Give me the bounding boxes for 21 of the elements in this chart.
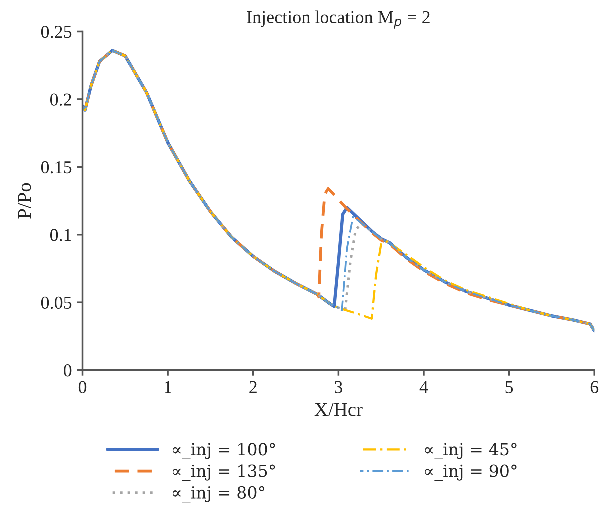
x-axis-title: X/Hcr [314, 403, 363, 416]
y-tick-label: 0.15 [41, 161, 72, 174]
x-tick-label: 4 [420, 381, 428, 394]
x-tick-label: 3 [335, 381, 342, 394]
y-axis-title: P/Po [18, 183, 32, 219]
legend-label: ∝_inj = 45° [425, 443, 517, 460]
y-tick-label: 0.05 [41, 296, 72, 310]
x-tick-label: 6 [590, 381, 599, 394]
legend-label: ∝_inj = 100° [172, 443, 276, 460]
y-tick-label: 0.25 [41, 26, 72, 38]
x-tick-label: 5 [506, 381, 514, 394]
x-tick-label: 2 [250, 381, 257, 394]
y-tick-label: 0.2 [50, 94, 72, 106]
x-tick-label: 1 [165, 381, 172, 394]
y-tick-label: 0.1 [50, 229, 72, 242]
legend-label: ∝_inj = 90° [425, 464, 517, 482]
x-tick-label: 0 [78, 381, 87, 394]
y-tick-label: 0 [64, 364, 72, 377]
legend-label: ∝_inj = 80° [172, 486, 265, 503]
chart-title: Injection location M$_{p}$ = 2 [247, 10, 430, 29]
legend-label: ∝_inj = 135° [172, 464, 276, 482]
